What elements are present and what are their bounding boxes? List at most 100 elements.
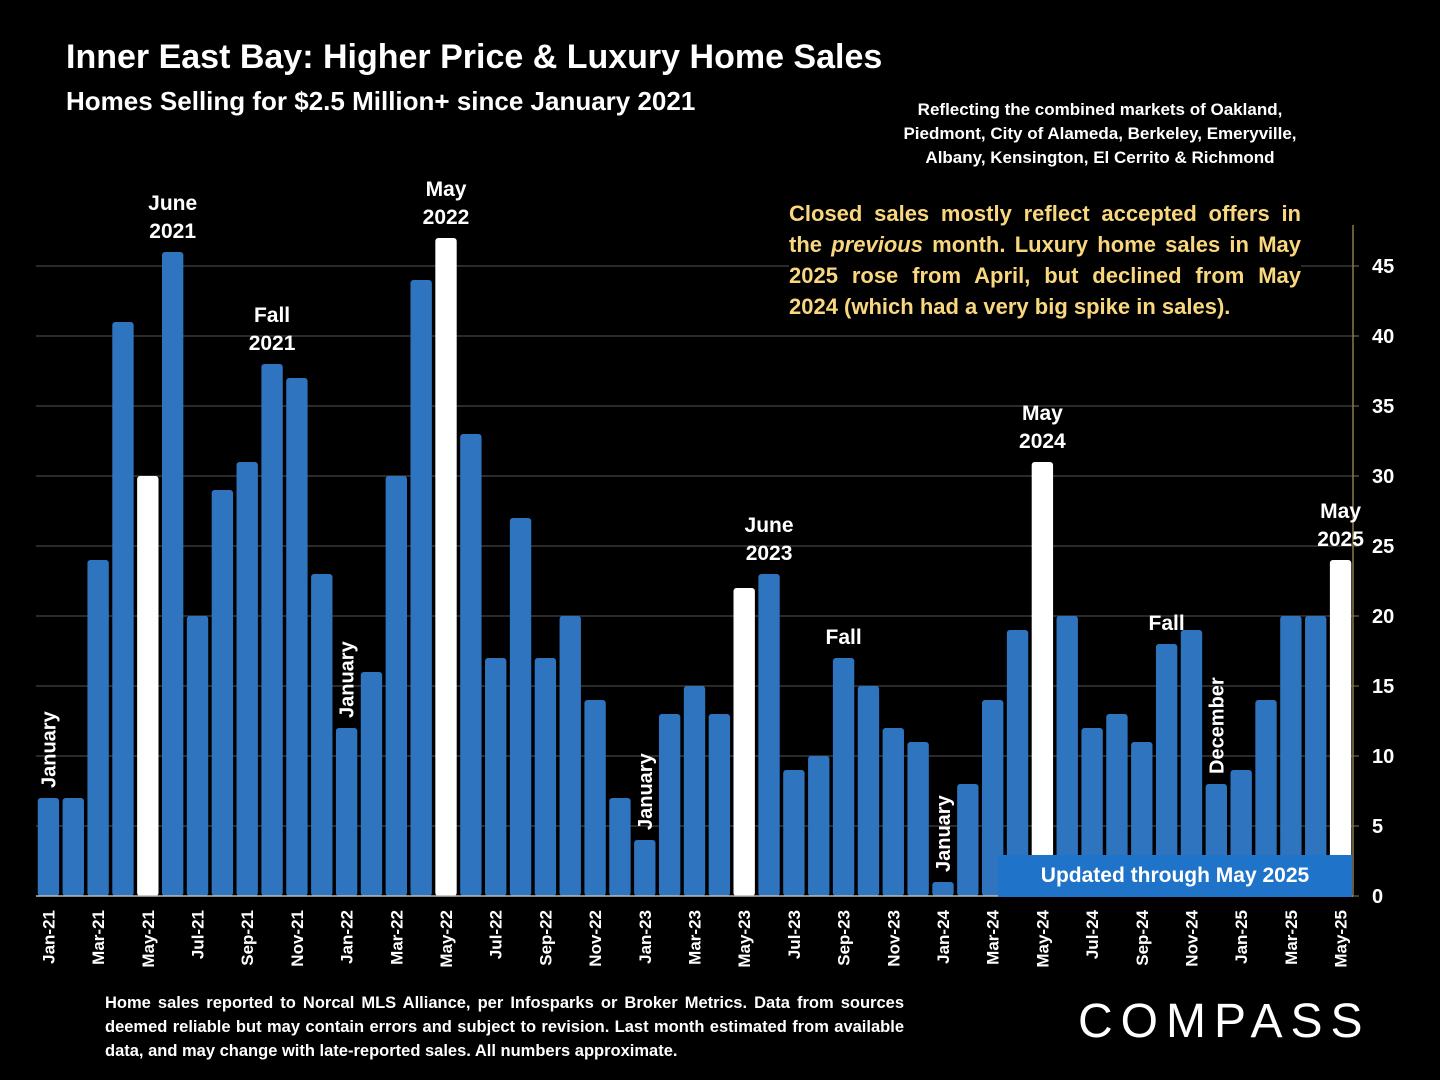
compass-logo: COMPASS: [1078, 995, 1371, 1048]
bar: [534, 658, 557, 896]
bar: [261, 364, 283, 896]
bar: [683, 686, 706, 896]
annotation-label: 2025: [1317, 528, 1364, 551]
x-tick-label: Jan-25: [1232, 910, 1251, 964]
x-tick-label: Jan-21: [39, 910, 58, 964]
bar: [311, 574, 333, 896]
bar: [385, 476, 407, 896]
y-tick-label: 20: [1372, 606, 1394, 628]
bar: [485, 658, 507, 896]
y-tick-label: 25: [1372, 536, 1394, 558]
bar-series: [37, 238, 1352, 896]
bar: [87, 560, 109, 896]
annotation-label: 2024: [1019, 430, 1066, 453]
x-tick-label: Sep-24: [1133, 909, 1152, 965]
callout-note: Closed sales mostly reflect accepted off…: [789, 198, 1301, 328]
x-tick-label: May-24: [1033, 909, 1052, 967]
x-tick-label: Mar-25: [1282, 910, 1301, 965]
bar: [435, 238, 457, 896]
x-tick-label: Sep-22: [536, 910, 555, 966]
bar: [783, 770, 805, 896]
bar: [211, 490, 234, 896]
bar: [733, 588, 755, 896]
bar: [634, 840, 656, 896]
bar: [609, 798, 631, 896]
y-tick-label: 0: [1372, 886, 1383, 908]
x-tick-label: Nov-22: [586, 910, 605, 967]
x-tick-label: Mar-23: [686, 910, 705, 965]
bar: [1180, 630, 1203, 896]
annotations: January June 2021 Fall 2021 January May 2022 Jan…: [38, 178, 1364, 872]
note-emphasis: previous: [831, 232, 923, 257]
bar: [1106, 714, 1128, 896]
y-tick-label: 5: [1372, 816, 1383, 838]
annotation-label: Fall: [254, 304, 290, 327]
x-tick-label: Jul-22: [487, 910, 506, 959]
annotation-label: May: [1320, 500, 1361, 523]
bar: [907, 742, 929, 896]
annotation-label: June: [745, 514, 794, 537]
x-tick-label: Jul-23: [785, 910, 804, 959]
annotation-label: 2021: [149, 220, 196, 243]
chart-title: Inner East Bay: Higher Price & Luxury Ho…: [66, 38, 883, 76]
bar: [1031, 462, 1054, 896]
bar: [186, 616, 209, 896]
x-tick-label: May-25: [1332, 910, 1351, 968]
annotation-label: June: [148, 192, 197, 215]
bar: [1305, 616, 1327, 896]
x-tick-label: Mar-21: [89, 910, 108, 965]
bar: [559, 616, 581, 896]
bar: [236, 462, 258, 896]
annotation-label: January: [933, 794, 955, 872]
x-tick-label: Nov-23: [884, 910, 903, 967]
bar: [758, 574, 780, 896]
x-tick-label: Jan-24: [934, 909, 953, 963]
y-tick-label: 35: [1372, 396, 1394, 418]
x-tick-label: May-22: [437, 910, 456, 968]
bar: [1006, 630, 1029, 896]
markets-line: Reflecting the combined markets of Oakla…: [917, 100, 1283, 119]
x-tick-label: Jul-24: [1083, 909, 1102, 959]
bar: [882, 728, 904, 896]
bar: [708, 714, 731, 896]
bar: [1155, 644, 1178, 896]
footnote: Home sales reported to Norcal MLS Allian…: [105, 994, 904, 1060]
bar: [832, 658, 855, 896]
bar: [460, 434, 482, 896]
bar: [137, 476, 159, 896]
bar: [658, 714, 681, 896]
y-tick-label: 10: [1372, 746, 1394, 768]
markets-line: Albany, Kensington, El Cerrito & Richmon…: [925, 148, 1275, 167]
annotation-label: 2023: [746, 542, 793, 565]
y-tick-label: 30: [1372, 466, 1394, 488]
x-tick-label: May-23: [735, 910, 754, 968]
bar: [1280, 616, 1302, 896]
x-tick-label: Sep-23: [835, 910, 854, 966]
bar: [286, 378, 308, 896]
annotation-label: Fall: [826, 626, 862, 649]
annotation-label: 2022: [423, 206, 470, 229]
x-tick-label: Nov-24: [1182, 909, 1201, 966]
bar: [509, 518, 532, 896]
note-text-after: month. Luxury home sales in May 2025 ros…: [789, 232, 1301, 319]
bar: [410, 280, 432, 896]
x-tick-label: Jan-22: [338, 910, 357, 964]
y-tick-label: 40: [1372, 326, 1394, 348]
bar: [1056, 616, 1078, 896]
note-text-before: Closed sales mostly reflect accepted off…: [789, 201, 1301, 257]
bar: [957, 784, 979, 896]
x-tick-label: Mar-24: [984, 909, 1003, 964]
annotation-label: December: [1206, 677, 1228, 774]
bar: [1081, 728, 1103, 896]
x-tick-label: Jul-21: [189, 910, 208, 959]
updated-badge: Updated through May 2025: [998, 855, 1352, 897]
bar: [37, 798, 60, 896]
bar: [932, 882, 954, 896]
x-tick-label: Jan-23: [636, 910, 655, 964]
bar: [584, 700, 606, 896]
chart-subtitle: Homes Selling for $2.5 Million+ since Ja…: [66, 86, 696, 116]
bar: [360, 672, 383, 896]
annotation-label: January: [337, 640, 359, 718]
x-tick-label: May-21: [139, 910, 158, 968]
